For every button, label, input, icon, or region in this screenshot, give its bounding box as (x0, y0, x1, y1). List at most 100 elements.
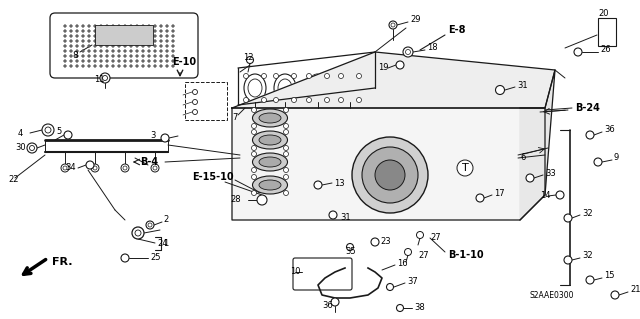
Circle shape (172, 65, 174, 67)
Text: 30: 30 (15, 144, 26, 152)
Circle shape (76, 25, 78, 27)
Circle shape (160, 50, 162, 52)
Circle shape (88, 50, 90, 52)
Text: 8: 8 (72, 51, 77, 61)
Circle shape (324, 73, 330, 78)
Circle shape (88, 55, 90, 57)
Circle shape (339, 98, 344, 102)
Circle shape (611, 291, 619, 299)
Circle shape (88, 40, 90, 42)
Text: 1: 1 (163, 239, 168, 248)
Text: 16: 16 (397, 258, 408, 268)
Circle shape (130, 50, 132, 52)
Circle shape (112, 40, 114, 42)
Circle shape (284, 130, 289, 135)
Text: 15: 15 (604, 271, 614, 280)
Circle shape (88, 35, 90, 37)
Circle shape (70, 45, 72, 47)
Circle shape (406, 49, 410, 55)
Circle shape (284, 174, 289, 180)
Circle shape (121, 254, 129, 262)
Circle shape (88, 65, 90, 67)
Text: 2: 2 (163, 216, 168, 225)
Bar (185, 82, 227, 120)
Circle shape (160, 40, 162, 42)
Circle shape (284, 190, 289, 196)
Circle shape (166, 25, 168, 27)
Text: 10: 10 (290, 268, 301, 277)
Text: E-10: E-10 (172, 57, 196, 67)
Circle shape (76, 40, 78, 42)
Text: 35: 35 (345, 248, 356, 256)
Circle shape (45, 127, 51, 133)
Circle shape (172, 35, 174, 37)
Circle shape (94, 50, 96, 52)
Circle shape (243, 73, 248, 78)
Circle shape (586, 276, 594, 284)
Circle shape (130, 55, 132, 57)
Circle shape (130, 25, 132, 27)
Circle shape (94, 35, 96, 37)
Circle shape (29, 145, 35, 151)
Text: 19: 19 (378, 63, 388, 72)
Circle shape (118, 65, 120, 67)
Text: 37: 37 (407, 277, 418, 286)
Polygon shape (232, 108, 545, 220)
Circle shape (64, 60, 66, 62)
Circle shape (112, 55, 114, 57)
Circle shape (284, 123, 289, 129)
Circle shape (130, 60, 132, 62)
Circle shape (64, 30, 66, 32)
Circle shape (70, 55, 72, 57)
Circle shape (172, 55, 174, 57)
Circle shape (172, 40, 174, 42)
Circle shape (148, 55, 150, 57)
Circle shape (166, 65, 168, 67)
Text: 31: 31 (517, 80, 527, 90)
Circle shape (291, 98, 296, 102)
Circle shape (172, 25, 174, 27)
Circle shape (112, 50, 114, 52)
Circle shape (91, 164, 99, 172)
Circle shape (82, 55, 84, 57)
Circle shape (130, 65, 132, 67)
Circle shape (160, 60, 162, 62)
Bar (598, 18, 616, 46)
Circle shape (106, 55, 108, 57)
Circle shape (64, 131, 72, 139)
Ellipse shape (253, 153, 287, 171)
Text: 28: 28 (230, 196, 241, 204)
Text: 32: 32 (582, 209, 593, 218)
Ellipse shape (259, 113, 281, 123)
Circle shape (136, 55, 138, 57)
Circle shape (362, 147, 418, 203)
Text: 36: 36 (604, 125, 615, 135)
Circle shape (102, 76, 108, 80)
Text: 6: 6 (520, 153, 525, 162)
Circle shape (284, 152, 289, 157)
Circle shape (94, 40, 96, 42)
Circle shape (94, 65, 96, 67)
Circle shape (64, 65, 66, 67)
Circle shape (100, 30, 102, 32)
Circle shape (166, 40, 168, 42)
Circle shape (246, 56, 253, 63)
Circle shape (136, 60, 138, 62)
Circle shape (88, 25, 90, 27)
Circle shape (172, 50, 174, 52)
Circle shape (100, 40, 102, 42)
Circle shape (76, 55, 78, 57)
Circle shape (148, 50, 150, 52)
Text: 13: 13 (334, 179, 344, 188)
Text: 7: 7 (232, 114, 237, 122)
Ellipse shape (253, 109, 287, 127)
Text: 33: 33 (545, 168, 556, 177)
FancyBboxPatch shape (50, 13, 198, 78)
Circle shape (356, 73, 362, 78)
Circle shape (324, 98, 330, 102)
Circle shape (166, 30, 168, 32)
Circle shape (564, 256, 572, 264)
Circle shape (252, 130, 257, 135)
Circle shape (94, 30, 96, 32)
Circle shape (94, 55, 96, 57)
